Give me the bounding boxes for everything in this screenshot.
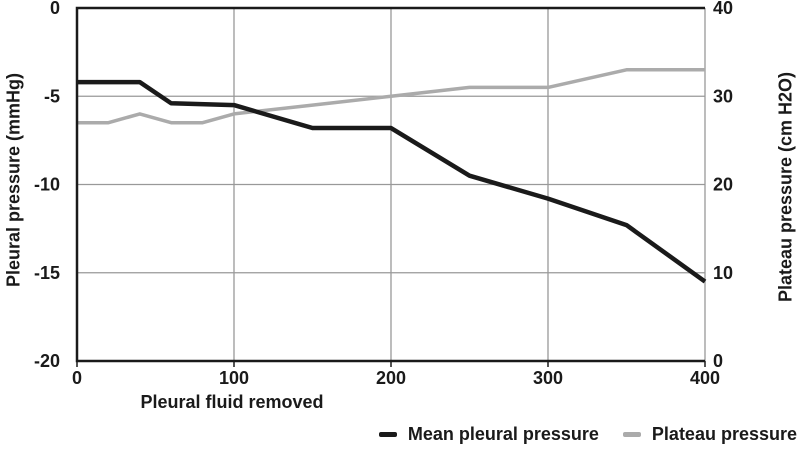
left-axis-tick-label: -10	[34, 175, 60, 195]
left-axis-tick-label: -15	[34, 263, 60, 283]
legend-label: Mean pleural pressure	[407, 424, 599, 444]
x-tick-label: 0	[72, 368, 82, 388]
legend-label: Plateau pressure	[651, 424, 797, 444]
x-axis-title: Pleural fluid removed	[140, 392, 324, 412]
series-line-mean-pleural-pressure	[77, 79, 707, 284]
legend-item-mean-pleural-pressure: Mean pleural pressure	[378, 424, 599, 445]
right-axis-tick-label: 10	[713, 263, 733, 283]
right-axis-tick-label: 0	[713, 351, 723, 371]
left-axis-tick-label: -5	[44, 86, 60, 106]
legend-item-plateau-pressure: Plateau pressure	[622, 424, 797, 445]
right-axis-tick-label: 40	[713, 0, 733, 18]
left-axis-title: Pleural pressure (mmHg)	[3, 72, 24, 288]
series-line-plateau-pressure	[77, 68, 705, 125]
left-axis-tick-label: -20	[34, 351, 60, 371]
mean-pleural-pressure-line-swatch	[378, 432, 397, 437]
x-tick-label: 300	[533, 368, 563, 388]
plateau-pressure-line-swatch	[622, 432, 641, 437]
right-axis-tick-label: 30	[713, 86, 733, 106]
legend: Mean pleural pressure Plateau pressure	[378, 424, 797, 445]
left-axis-tick-label: 0	[50, 0, 60, 18]
x-tick-label: 200	[376, 368, 406, 388]
x-tick-label: 100	[219, 368, 249, 388]
x-tick-label: 400	[690, 368, 720, 388]
right-axis-title: Plateau pressure (cm H2O)	[775, 71, 796, 303]
right-axis-tick-label: 20	[713, 175, 733, 195]
